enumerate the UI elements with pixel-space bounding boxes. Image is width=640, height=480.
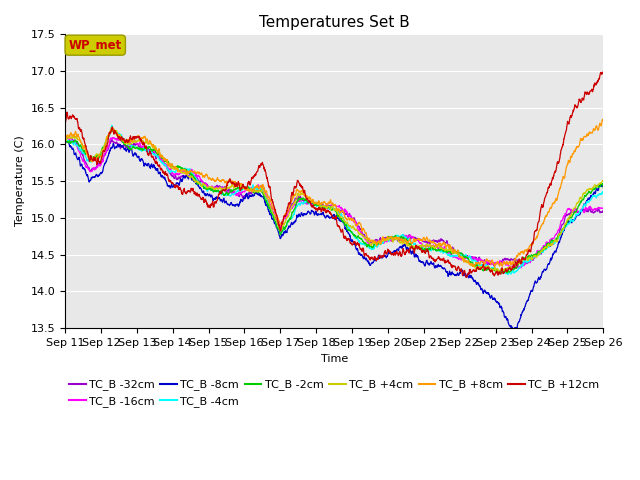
- TC_B -4cm: [485, 264, 493, 270]
- TC_B +12cm: [584, 90, 591, 96]
- TC_B -16cm: [323, 203, 331, 208]
- Title: Temperatures Set B: Temperatures Set B: [259, 15, 410, 30]
- TC_B -16cm: [61, 135, 69, 141]
- Line: TC_B +8cm: TC_B +8cm: [65, 120, 604, 266]
- TC_B +8cm: [584, 132, 591, 137]
- Line: TC_B -8cm: TC_B -8cm: [65, 134, 604, 332]
- Line: TC_B -16cm: TC_B -16cm: [65, 137, 604, 268]
- TC_B -2cm: [61, 136, 69, 142]
- TC_B -8cm: [584, 197, 591, 203]
- TC_B -4cm: [323, 205, 331, 211]
- TC_B +4cm: [584, 187, 592, 193]
- TC_B +8cm: [600, 118, 607, 124]
- TC_B +8cm: [308, 197, 316, 203]
- TC_B -4cm: [504, 272, 512, 277]
- TC_B +8cm: [491, 264, 499, 269]
- TC_B -16cm: [584, 205, 592, 211]
- TC_B -32cm: [485, 260, 493, 266]
- TC_B -2cm: [323, 205, 331, 211]
- TC_B -8cm: [485, 291, 493, 297]
- TC_B -8cm: [308, 208, 316, 214]
- Text: WP_met: WP_met: [68, 39, 122, 52]
- Line: TC_B -4cm: TC_B -4cm: [65, 125, 604, 275]
- TC_B -8cm: [61, 132, 69, 137]
- TC_B +12cm: [462, 274, 470, 280]
- TC_B -2cm: [584, 191, 592, 196]
- TC_B +8cm: [485, 259, 493, 264]
- TC_B -32cm: [323, 205, 331, 211]
- TC_B +4cm: [309, 198, 317, 204]
- Legend: TC_B -32cm, TC_B -16cm, TC_B -8cm, TC_B -4cm, TC_B -2cm, TC_B +4cm, TC_B +8cm, T: TC_B -32cm, TC_B -16cm, TC_B -8cm, TC_B …: [65, 375, 604, 411]
- TC_B +12cm: [89, 157, 97, 163]
- TC_B -16cm: [485, 259, 493, 265]
- TC_B +8cm: [323, 202, 331, 208]
- TC_B -8cm: [600, 180, 607, 186]
- TC_B -16cm: [309, 202, 317, 207]
- TC_B +12cm: [600, 71, 607, 77]
- TC_B -4cm: [600, 191, 607, 197]
- TC_B -2cm: [497, 271, 504, 276]
- TC_B -4cm: [108, 122, 116, 128]
- TC_B +4cm: [492, 269, 500, 275]
- TC_B -8cm: [510, 329, 518, 335]
- TC_B +4cm: [485, 265, 493, 271]
- TC_B +12cm: [584, 90, 592, 96]
- TC_B -2cm: [108, 125, 116, 131]
- TC_B -32cm: [89, 166, 97, 172]
- TC_B +4cm: [108, 125, 115, 131]
- TC_B -32cm: [584, 208, 592, 214]
- TC_B -2cm: [89, 156, 97, 161]
- TC_B -16cm: [65, 134, 72, 140]
- TC_B +12cm: [61, 116, 69, 122]
- TC_B -2cm: [309, 200, 317, 205]
- TC_B +8cm: [89, 158, 97, 164]
- TC_B +12cm: [485, 265, 493, 271]
- TC_B +8cm: [61, 131, 69, 136]
- TC_B -2cm: [485, 266, 493, 272]
- X-axis label: Time: Time: [321, 354, 348, 363]
- TC_B -2cm: [584, 190, 592, 195]
- TC_B +4cm: [89, 156, 97, 161]
- TC_B +4cm: [600, 178, 607, 183]
- TC_B -8cm: [584, 196, 592, 202]
- TC_B -4cm: [584, 200, 592, 205]
- TC_B -4cm: [89, 156, 97, 162]
- Line: TC_B +12cm: TC_B +12cm: [65, 72, 604, 277]
- TC_B +12cm: [323, 207, 331, 213]
- TC_B -4cm: [309, 200, 317, 205]
- Line: TC_B -2cm: TC_B -2cm: [65, 128, 604, 274]
- TC_B -32cm: [490, 264, 498, 269]
- Y-axis label: Temperature (C): Temperature (C): [15, 136, 25, 227]
- TC_B +4cm: [61, 136, 69, 142]
- TC_B -32cm: [584, 208, 591, 214]
- Line: TC_B -32cm: TC_B -32cm: [65, 135, 604, 266]
- TC_B +12cm: [308, 203, 316, 208]
- TC_B +8cm: [599, 117, 607, 122]
- TC_B -16cm: [584, 205, 592, 211]
- TC_B -2cm: [600, 185, 607, 191]
- TC_B +4cm: [323, 205, 331, 211]
- TC_B -32cm: [308, 201, 316, 207]
- TC_B +12cm: [598, 69, 606, 75]
- TC_B -8cm: [89, 175, 97, 180]
- TC_B +8cm: [584, 131, 592, 137]
- TC_B -16cm: [89, 167, 97, 172]
- TC_B -8cm: [323, 213, 331, 218]
- TC_B -32cm: [600, 207, 607, 213]
- TC_B -4cm: [584, 199, 592, 205]
- Line: TC_B +4cm: TC_B +4cm: [65, 128, 604, 272]
- TC_B +4cm: [584, 187, 592, 193]
- TC_B -16cm: [600, 205, 607, 211]
- TC_B -4cm: [61, 136, 69, 142]
- TC_B -16cm: [510, 265, 518, 271]
- TC_B -32cm: [61, 132, 69, 138]
